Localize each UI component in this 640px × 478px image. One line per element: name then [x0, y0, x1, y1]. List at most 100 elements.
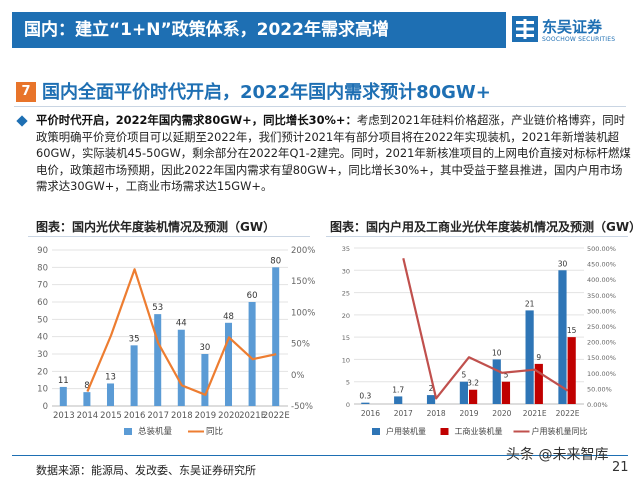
data-label: 80 [270, 256, 281, 266]
bar [106, 383, 115, 406]
bar [177, 329, 185, 406]
chart-title-divider [28, 236, 310, 237]
x-tick-label: 2014 [77, 411, 99, 421]
bar [469, 389, 478, 404]
x-tick-label: 2018 [427, 409, 446, 418]
bar [361, 402, 370, 404]
body-text: 考虑到2021年硅料价格超涨，产业链价格博弈，同时政策明确平价竞价项目可以延期至… [36, 113, 631, 193]
y2-tick-label: 0% [291, 371, 305, 381]
x-tick-label: 2021E [523, 409, 547, 418]
y-tick-label: 70 [37, 281, 48, 291]
series-line [402, 258, 569, 400]
chart-title-national: 图表：国内光伏年度装机情况及预测（GW） [36, 220, 276, 234]
bar [201, 354, 209, 406]
y2-tick-label: 150.00% [587, 354, 616, 362]
bar [558, 270, 567, 404]
y2-tick-label: 350.00% [587, 292, 616, 300]
footer-divider [12, 455, 628, 456]
bar [426, 395, 436, 404]
x-tick-label: 2022E [263, 411, 290, 421]
x-tick-label: 2017 [394, 409, 413, 418]
section-number: 7 [16, 82, 36, 102]
bar [534, 363, 543, 404]
legend-swatch [124, 428, 132, 435]
data-label: 2 [429, 384, 434, 393]
data-source: 数据来源：能源局、发改委、东吴证券研究所 [36, 464, 256, 477]
data-label: 5 [504, 371, 509, 380]
data-label: 9 [536, 353, 541, 362]
y2-tick-label: 400.00% [587, 276, 616, 284]
y2-tick-label: 150% [291, 277, 315, 287]
bar [459, 381, 468, 404]
page-number: 21 [612, 460, 629, 475]
data-label: 30 [558, 259, 568, 268]
data-label: 1.7 [392, 385, 404, 394]
y-tick-label: 25 [342, 290, 350, 298]
x-tick-label: 2018 [171, 411, 193, 421]
y2-tick-label: 50.00% [587, 385, 612, 393]
y-tick-label: 20 [37, 367, 48, 377]
legend-swatch [440, 428, 449, 435]
y2-tick-label: 500.00% [587, 245, 616, 253]
y-tick-label: 50 [37, 315, 48, 325]
data-label: 3.2 [467, 379, 479, 388]
data-label: 21 [525, 299, 535, 308]
chart-title-distributed: 图表：国内户用及工商业光伏年度装机情况及预测（GW） [330, 220, 640, 234]
legend-label: 户用装机量 [386, 426, 426, 436]
bar [567, 337, 576, 404]
y-tick-label: 0 [346, 401, 350, 409]
x-tick-label: 2017 [147, 411, 169, 421]
data-label: 48 [223, 312, 234, 322]
legend-label: 工商业装机量 [455, 426, 503, 436]
y2-tick-label: 300.00% [587, 307, 616, 315]
legend-swatch [372, 428, 380, 435]
data-label: 5 [462, 371, 467, 380]
data-label: 30 [199, 343, 210, 353]
y-tick-label: 40 [37, 333, 48, 343]
bar [394, 396, 403, 404]
data-label: 35 [129, 334, 140, 344]
logo-name-en: SOOCHOW SECURITIES [542, 36, 616, 43]
y2-tick-label: 450.00% [587, 261, 616, 269]
bar [154, 314, 162, 406]
bar [501, 381, 511, 404]
bar [492, 359, 501, 404]
body-paragraph: 平价时代开启，2022年国内需求80GW+，同比增长30%+：考虑到2021年硅… [36, 112, 632, 195]
bar [130, 345, 138, 406]
bar [83, 392, 91, 406]
y2-tick-label: 100.00% [587, 370, 616, 378]
bar [224, 322, 233, 406]
chart-national-installations: 0 10 20 30 40 50 60 70 80 90 -50% 0% 50% 100% 150% 200%… [37, 246, 315, 437]
data-label: 11 [58, 376, 69, 386]
bar [59, 386, 67, 406]
bar [248, 302, 256, 406]
y2-tick-label: -50% [291, 402, 313, 412]
y-tick-label: 35 [342, 245, 350, 253]
x-tick-label: 2013 [53, 411, 75, 421]
y-tick-label: 10 [342, 356, 350, 364]
y2-tick-label: 250.00% [587, 323, 616, 331]
data-label: 44 [176, 319, 187, 329]
y-tick-label: 20 [342, 312, 350, 320]
y2-tick-label: 100% [291, 308, 315, 318]
data-label: 0.3 [359, 392, 371, 401]
data-label: 15 [567, 326, 577, 335]
body-lead: 平价时代开启，2022年国内需求80GW+，同比增长30%+： [36, 113, 357, 127]
chart-title-divider [326, 236, 628, 237]
y-tick-label: 10 [37, 385, 48, 395]
legend-label: 总装机量 [138, 426, 173, 437]
legend-label: 户用装机量同比 [532, 426, 588, 436]
x-tick-label: 2022E [556, 409, 580, 418]
data-label: 13 [105, 372, 116, 382]
y-tick-label: 30 [37, 350, 48, 360]
y2-tick-label: 200.00% [587, 339, 616, 347]
y2-tick-label: 200% [291, 246, 315, 256]
page-title: 国内：建立“1+N”政策体系，2022年需求高增 [24, 20, 389, 40]
data-label: 10 [492, 348, 502, 357]
legend-label: 同比 [206, 426, 223, 437]
section-divider [14, 106, 626, 107]
watermark: 头条 @未来智库 [506, 447, 609, 463]
y-tick-label: 90 [37, 246, 48, 256]
y-tick-label: 80 [37, 263, 48, 273]
section-title: 国内全面平价时代开启，2022年国内需求预计80GW+ [42, 82, 491, 103]
